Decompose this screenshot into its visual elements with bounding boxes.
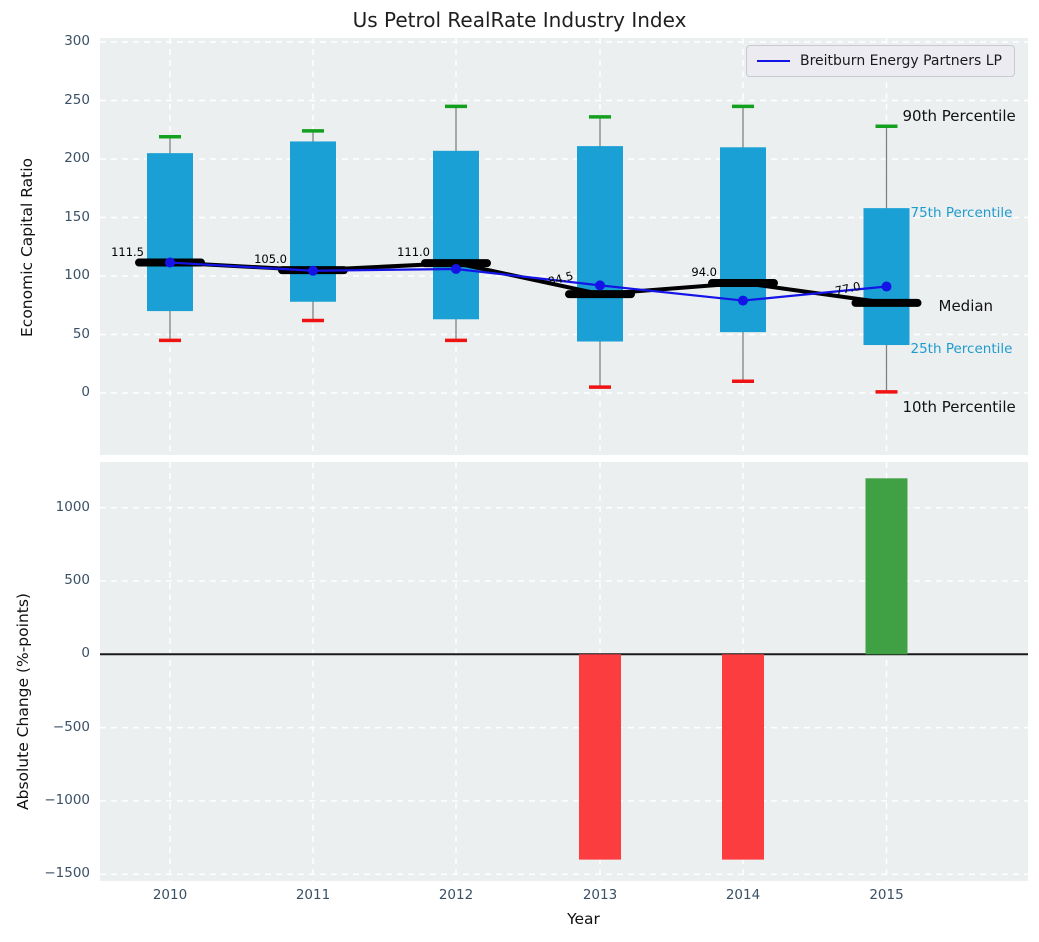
median-annotation-2011: 105.0 bbox=[254, 252, 287, 267]
percentile-label-median: Median bbox=[938, 296, 994, 315]
top-plot-svg bbox=[100, 38, 1028, 455]
y-tick-label: 50 bbox=[72, 325, 90, 342]
y-tick-label: 0 bbox=[81, 645, 90, 662]
legend: Breitburn Energy Partners LP bbox=[746, 45, 1015, 77]
company-marker-2010 bbox=[165, 257, 175, 268]
x-tick-label: 2015 bbox=[869, 887, 904, 903]
legend-line-icon bbox=[757, 60, 790, 62]
y-tick-label: 0 bbox=[81, 384, 90, 400]
median-annotation-2014: 94.0 bbox=[691, 265, 717, 280]
x-tick-label: 2010 bbox=[152, 887, 188, 903]
company-marker-2014 bbox=[738, 295, 748, 306]
percentile-label-90: 90th Percentile bbox=[902, 107, 1016, 126]
x-tick-label: 2011 bbox=[295, 887, 331, 903]
percentile-label-10: 10th Percentile bbox=[902, 397, 1016, 416]
company-line bbox=[169, 261, 887, 302]
y-tick-label: −500 bbox=[52, 718, 90, 735]
y-tick-label: 150 bbox=[64, 208, 90, 225]
median-annotation-2012: 111.0 bbox=[397, 245, 430, 260]
company-marker-2015 bbox=[881, 281, 892, 292]
bar-2015 bbox=[865, 478, 908, 655]
box-2011 bbox=[290, 141, 336, 302]
y-axis-label-top: Economic Capital Ratio bbox=[18, 157, 36, 337]
legend-label: Breitburn Energy Partners LP bbox=[800, 53, 1002, 69]
y-tick-label: 1000 bbox=[55, 498, 90, 515]
bottom-axes bbox=[100, 462, 1028, 881]
company-marker-2013 bbox=[595, 280, 605, 291]
box-2015 bbox=[863, 208, 910, 346]
y-tick-label: 500 bbox=[64, 571, 90, 588]
y-axis-label-bottom: Absolute Change (%-points) bbox=[14, 593, 32, 810]
y-tick-label: −1000 bbox=[44, 791, 90, 808]
company-marker-2012 bbox=[451, 263, 461, 274]
bottom-plot-svg bbox=[100, 462, 1028, 881]
percentile-label-75: 75th Percentile bbox=[910, 205, 1013, 222]
percentile-label-25: 25th Percentile bbox=[910, 341, 1013, 358]
bar-2014 bbox=[722, 654, 764, 860]
x-tick-label: 2012 bbox=[438, 887, 474, 903]
chart-title: Us Petrol RealRate Industry Index bbox=[352, 8, 687, 32]
y-tick-label: 250 bbox=[64, 91, 90, 108]
y-tick-label: 300 bbox=[64, 33, 90, 49]
box-2013 bbox=[577, 146, 623, 342]
y-tick-label: 200 bbox=[64, 150, 90, 166]
top-axes bbox=[100, 38, 1028, 455]
x-tick-label: 2014 bbox=[725, 887, 761, 903]
y-tick-label: 100 bbox=[64, 267, 90, 283]
bar-2013 bbox=[579, 654, 621, 860]
x-axis-label: Year bbox=[567, 910, 600, 928]
x-tick-label: 2013 bbox=[582, 887, 618, 903]
box-2010 bbox=[147, 153, 193, 312]
company-marker-2011 bbox=[308, 265, 318, 276]
box-2012 bbox=[433, 150, 479, 320]
median-annotation-2010: 111.5 bbox=[111, 244, 144, 259]
y-tick-label: −1500 bbox=[44, 865, 90, 882]
